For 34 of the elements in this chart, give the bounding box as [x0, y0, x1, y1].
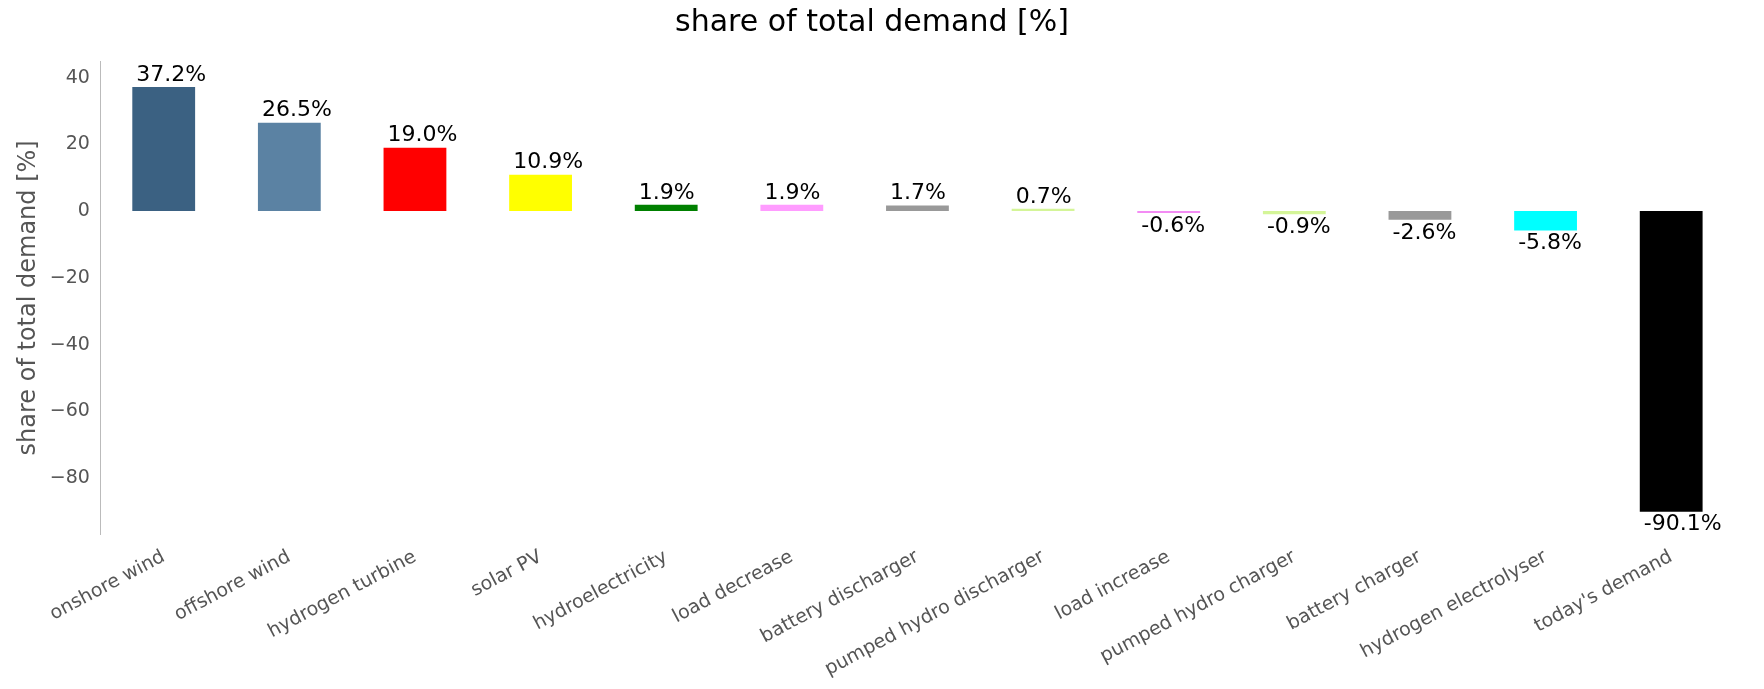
bar [1137, 211, 1201, 214]
data-label: 37.2% [136, 60, 207, 86]
y-tick-label: 20 [65, 131, 90, 154]
bar [132, 87, 196, 212]
y-tick-label: −60 [49, 398, 90, 421]
data-label: -90.1% [1643, 510, 1722, 536]
y-tick-label: −80 [49, 464, 90, 487]
bar [1262, 211, 1326, 215]
data-label: 10.9% [513, 148, 584, 174]
data-label: 26.5% [261, 96, 332, 122]
bar [760, 204, 824, 212]
data-label: -5.8% [1518, 229, 1582, 255]
data-label: 0.7% [1015, 182, 1072, 208]
chart-title: share of total demand [%] [675, 2, 1069, 38]
data-label: -0.6% [1141, 211, 1206, 237]
bar [1388, 211, 1452, 220]
bar [1639, 211, 1703, 512]
bar [634, 204, 698, 212]
data-label: 1.7% [890, 179, 946, 205]
data-label: 1.9% [764, 178, 821, 204]
bar [257, 122, 321, 212]
data-label: -2.6% [1392, 218, 1457, 244]
data-label: 1.9% [638, 178, 695, 204]
data-label: 19.0% [387, 121, 458, 147]
y-tick-label: 0 [77, 198, 90, 221]
y-tick-label: −20 [49, 264, 90, 287]
y-tick-label: 40 [65, 64, 90, 87]
y-tick-label: −40 [49, 331, 90, 354]
bar [1514, 211, 1577, 231]
bar [509, 174, 572, 212]
y-axis-title: share of total demand [%] [12, 140, 41, 456]
data-label: -0.9% [1266, 212, 1331, 238]
bar [383, 147, 447, 212]
bar [886, 205, 949, 212]
